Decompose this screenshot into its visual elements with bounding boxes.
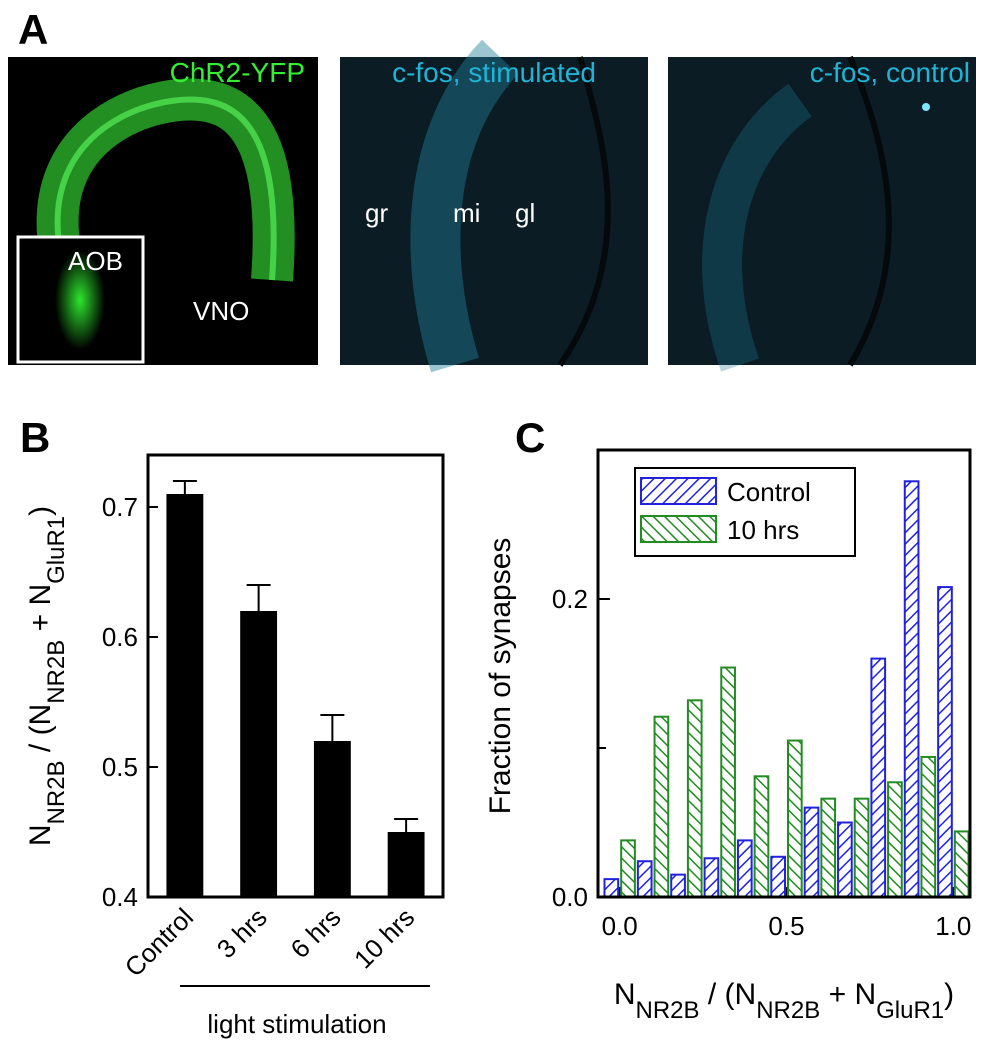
image-stimulated: c-fos, stimulated gr mi gl bbox=[340, 39, 648, 373]
bar bbox=[937, 586, 953, 897]
legend-label: Control bbox=[727, 477, 811, 507]
x-tick-label: 10 hrs bbox=[348, 902, 420, 974]
legend-swatch bbox=[640, 477, 717, 505]
y-tick-label: 0.7 bbox=[102, 492, 138, 522]
plot-frame bbox=[146, 453, 445, 899]
y-tick-label: 0.0 bbox=[552, 882, 588, 912]
bar bbox=[770, 855, 787, 897]
label-part: + N bbox=[24, 584, 57, 640]
legend-swatch bbox=[640, 515, 717, 543]
label-part: + N bbox=[820, 978, 876, 1011]
bar bbox=[720, 666, 736, 897]
axis-label: NNR2B / (NNR2B + NGluR1) bbox=[24, 506, 70, 846]
bar bbox=[703, 857, 720, 897]
subscript: GluR1 bbox=[876, 997, 944, 1024]
image-label: gr bbox=[365, 198, 388, 228]
bars bbox=[603, 480, 970, 897]
label-part: N bbox=[614, 978, 636, 1011]
panel-label: A bbox=[18, 6, 48, 53]
label-part: / (N bbox=[700, 978, 757, 1011]
image-chr2: ChR2-YFP AOB VNO bbox=[8, 57, 318, 365]
panel-label: C bbox=[515, 414, 545, 461]
subscript: NR2B bbox=[43, 760, 70, 824]
bar bbox=[820, 797, 837, 897]
y-tick-label: 0.2 bbox=[552, 584, 588, 614]
image-title: c-fos, control bbox=[810, 57, 970, 88]
image-control: c-fos, control bbox=[668, 55, 976, 372]
axis-label: NNR2B / (NNR2B + NGluR1) bbox=[614, 978, 954, 1024]
bar bbox=[887, 781, 903, 897]
bar bbox=[787, 739, 803, 897]
subscript: NR2B bbox=[43, 640, 70, 704]
label-part: ) bbox=[24, 506, 57, 516]
bar bbox=[686, 699, 703, 897]
label-part: / (N bbox=[24, 704, 57, 761]
image-label: gl bbox=[515, 198, 535, 228]
x-tick-label: Control bbox=[119, 902, 199, 982]
plot-frame bbox=[596, 448, 972, 899]
bar bbox=[653, 715, 670, 897]
bar bbox=[920, 755, 937, 897]
bar bbox=[870, 657, 887, 897]
label-part: N bbox=[24, 824, 57, 846]
y-tick-label: 0.6 bbox=[102, 622, 138, 652]
bar bbox=[803, 806, 820, 897]
image-title: ChR2-YFP bbox=[170, 57, 305, 88]
bar bbox=[620, 839, 636, 897]
bar bbox=[240, 611, 278, 897]
bar bbox=[736, 839, 753, 897]
legend-label: 10 hrs bbox=[727, 515, 799, 545]
bar bbox=[670, 873, 686, 897]
bar bbox=[753, 775, 770, 897]
bar bbox=[636, 860, 653, 897]
bar bbox=[837, 821, 853, 897]
y-axis-label: Fraction of synapses bbox=[484, 538, 517, 815]
bar bbox=[603, 878, 620, 897]
bar bbox=[903, 480, 920, 897]
bar bbox=[853, 797, 870, 897]
bar bbox=[166, 494, 204, 897]
x-tick-label: 0.5 bbox=[768, 911, 804, 941]
x-tick-label: 0.0 bbox=[602, 911, 638, 941]
bar bbox=[953, 830, 970, 897]
annotation: light stimulation bbox=[207, 1009, 386, 1039]
x-tick-label: 1.0 bbox=[935, 911, 971, 941]
subscript: NR2B bbox=[756, 997, 820, 1024]
bar bbox=[313, 741, 351, 897]
x-tick-label: 3 hrs bbox=[211, 902, 273, 964]
subscript: GluR1 bbox=[43, 516, 70, 584]
image-label: mi bbox=[453, 198, 480, 228]
label-part: ) bbox=[944, 978, 954, 1011]
subscript: NR2B bbox=[636, 997, 700, 1024]
bar bbox=[387, 832, 425, 897]
panel-label: B bbox=[20, 414, 50, 461]
image-label: AOB bbox=[68, 246, 123, 276]
image-title: c-fos, stimulated bbox=[392, 57, 596, 88]
x-tick-label: 6 hrs bbox=[285, 902, 347, 964]
y-tick-label: 0.4 bbox=[102, 882, 138, 912]
image-label: VNO bbox=[193, 296, 249, 326]
y-tick-label: 0.5 bbox=[102, 752, 138, 782]
